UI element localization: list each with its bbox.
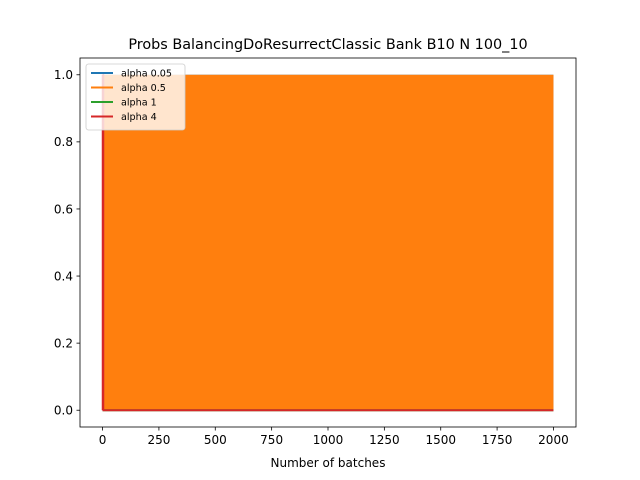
axes: 0 250 500 750 1000 1250 1500 1750 2000 0.0 0.2 0.4 0… [54, 57, 577, 447]
x-tick-label: 2000 [538, 433, 569, 447]
x-tick-label: 0 [99, 433, 107, 447]
x-tick-label: 500 [204, 433, 227, 447]
series-alpha-0-5 [102, 74, 554, 411]
legend-box [85, 63, 186, 131]
plot-area [101, 73, 554, 412]
legend-entry-label: alpha 0.05 [121, 68, 172, 79]
y-tick-label: 0.6 [54, 202, 73, 216]
legend-entry-label: alpha 0.5 [121, 83, 166, 94]
y-tick-label: 0.8 [54, 135, 73, 149]
y-tick-label: 0.4 [54, 269, 73, 283]
legend: alpha 0.05 alpha 0.5 alpha 1 alpha 4 [85, 63, 186, 131]
legend-entry-label: alpha 4 [121, 112, 157, 123]
x-tick-label: 750 [260, 433, 283, 447]
x-tick-label: 1250 [369, 433, 400, 447]
series-band [102, 74, 554, 411]
chart-title: Probs BalancingDoResurrectClassic Bank B… [128, 37, 527, 53]
x-tick-label: 1750 [482, 433, 513, 447]
y-tick-label: 0.0 [54, 404, 73, 418]
x-tick-label: 1000 [313, 433, 344, 447]
x-tick-label: 250 [147, 433, 170, 447]
legend-entry-label: alpha 1 [121, 97, 157, 108]
x-axis-label: Number of batches [271, 456, 386, 470]
y-tick-label: 0.2 [54, 336, 73, 350]
y-tick-label: 1.0 [54, 68, 73, 82]
x-tick-label: 1500 [425, 433, 456, 447]
